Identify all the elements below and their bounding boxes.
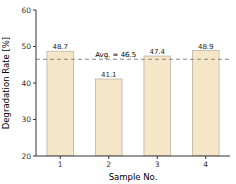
y-tick: [33, 83, 36, 84]
y-tick-label: 60: [21, 6, 31, 15]
y-tick: [33, 46, 36, 47]
y-tick: [33, 10, 36, 11]
y-tick-label: 40: [21, 79, 31, 88]
data-label: 48.7: [52, 43, 68, 51]
y-axis-label: Degradation Rate [%]: [1, 37, 11, 129]
average-label: Avg. = 46.5: [95, 51, 136, 59]
y-tick: [33, 119, 36, 120]
y-tick: [33, 156, 36, 157]
bar: [47, 51, 74, 156]
bar: [95, 79, 122, 156]
x-tick: [108, 156, 109, 159]
x-axis-line: [36, 156, 230, 157]
chart-svg: 48.7 41.1 47.4 48.9 Avg. = 46.5 20 30 40 50 60 1 2 3…: [0, 0, 236, 184]
data-label: 47.4: [149, 48, 165, 56]
bars: [47, 51, 219, 156]
y-tick-label: 20: [21, 152, 31, 161]
x-tick-label: 1: [58, 160, 63, 169]
x-tick-label: 4: [203, 160, 208, 169]
chart-container: 48.7 41.1 47.4 48.9 Avg. = 46.5 20 30 40 50 60 1 2 3…: [0, 0, 236, 184]
bar: [192, 51, 219, 156]
x-tick: [157, 156, 158, 159]
x-tick: [60, 156, 61, 159]
x-axis-label: Sample No.: [109, 172, 158, 182]
bar: [144, 56, 171, 156]
data-label: 48.9: [198, 43, 214, 51]
x-tick: [205, 156, 206, 159]
x-tick-label: 3: [155, 160, 160, 169]
x-tick-label: 2: [106, 160, 111, 169]
y-tick-label: 50: [21, 42, 31, 51]
data-label: 41.1: [101, 71, 117, 79]
y-tick-label: 30: [21, 115, 31, 124]
